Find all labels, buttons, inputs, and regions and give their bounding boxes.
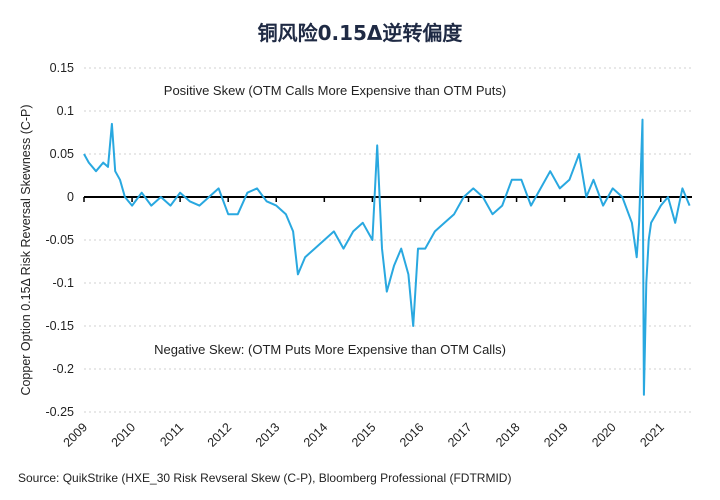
x-tick-label: 2010 bbox=[109, 420, 139, 450]
y-tick-label: 0 bbox=[67, 190, 74, 204]
y-tick-labels: 0.15 0.1 0.05 0 -0.05 -0.1 -0.15 -0.2 -0.25 bbox=[46, 61, 75, 419]
x-tick-labels: 2009 2010 2011 2012 2013 2014 2015 2016 2017 2018… bbox=[61, 420, 667, 450]
y-tick-label: -0.1 bbox=[52, 276, 74, 290]
x-tick-label: 2012 bbox=[205, 420, 235, 450]
y-tick-label: 0.05 bbox=[50, 147, 74, 161]
series-line bbox=[83, 118, 691, 396]
y-tick-label: -0.15 bbox=[46, 319, 75, 333]
x-tick-label: 2009 bbox=[61, 420, 91, 450]
chart-title: 铜风险0.15Δ逆转偏度 bbox=[258, 21, 464, 45]
y-axis-label: Copper Option 0.15Δ Risk Reversal Skewne… bbox=[19, 104, 33, 395]
zero-line-ticks bbox=[83, 197, 662, 202]
gridlines bbox=[84, 67, 692, 413]
source-note: Source: QuikStrike (HXE_30 Risk Revseral… bbox=[18, 471, 511, 485]
x-tick-label: 2011 bbox=[157, 420, 186, 449]
annotation-negative-skew: Negative Skew: (OTM Puts More Expensive … bbox=[154, 342, 506, 357]
x-tick-label: 2013 bbox=[253, 420, 283, 450]
x-tick-label: 2015 bbox=[349, 420, 379, 450]
y-tick-label: -0.25 bbox=[46, 405, 75, 419]
x-tick-label: 2016 bbox=[397, 420, 427, 450]
x-tick-label: 2019 bbox=[541, 420, 571, 450]
x-tick-label: 2021 bbox=[637, 420, 667, 450]
x-tick-label: 2014 bbox=[301, 420, 331, 450]
annotation-positive-skew: Positive Skew (OTM Calls More Expensive … bbox=[164, 83, 506, 98]
y-tick-label: -0.2 bbox=[52, 362, 74, 376]
x-tick-label: 2017 bbox=[445, 420, 475, 450]
y-tick-label: -0.05 bbox=[46, 233, 75, 247]
x-tick-label: 2018 bbox=[493, 420, 523, 450]
x-tick-label: 2020 bbox=[589, 420, 619, 450]
y-tick-label: 0.1 bbox=[57, 104, 74, 118]
y-tick-label: 0.15 bbox=[50, 61, 74, 75]
